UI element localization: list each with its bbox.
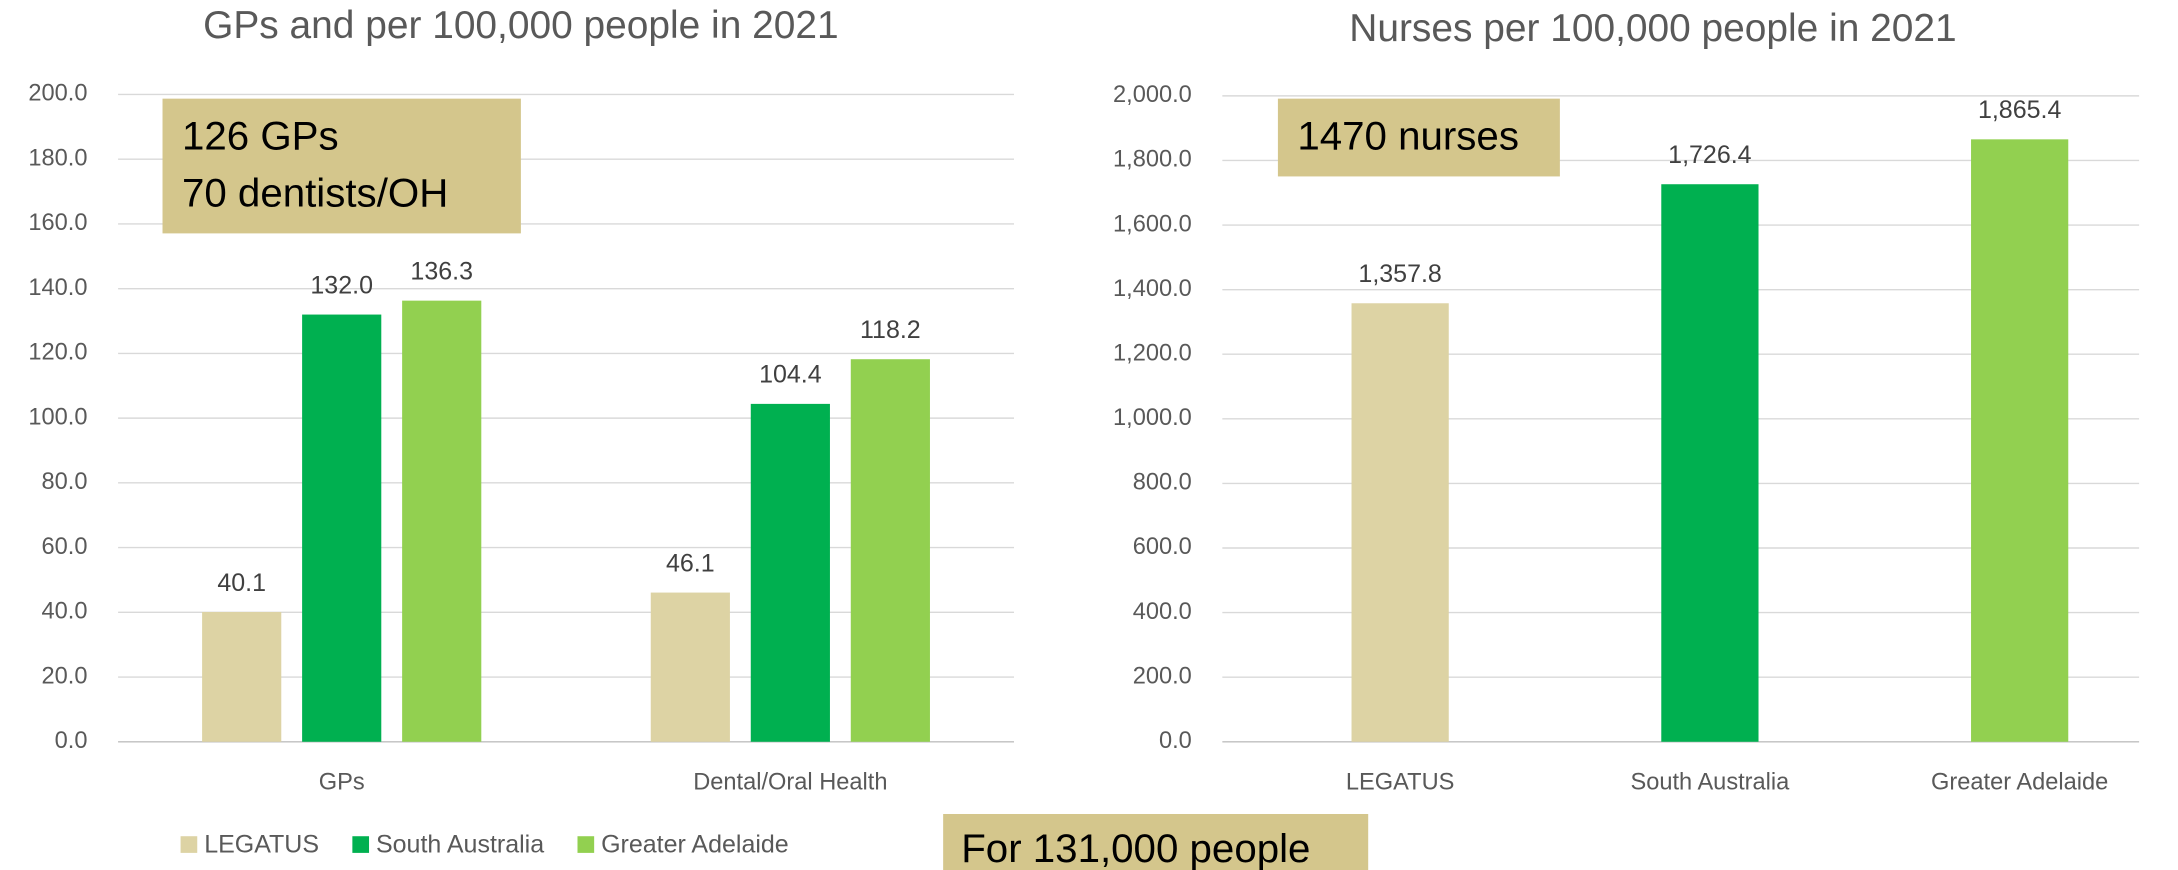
annotation: 126 GPs [182, 114, 339, 159]
y-tick-label: 200.0 [1133, 663, 1192, 689]
value-label: 104.4 [759, 361, 822, 389]
bar [1351, 303, 1449, 742]
y-tick-label: 180.0 [28, 145, 87, 171]
legend-label: LEGATUS [204, 831, 319, 859]
y-tick-label: 1,000.0 [1113, 405, 1192, 431]
value-label: 1,726.4 [1668, 141, 1752, 169]
x-tick-label: Dental/Oral Health [693, 770, 887, 796]
legend-swatch [577, 836, 595, 853]
bar [850, 359, 930, 742]
value-label: 118.2 [860, 316, 921, 344]
footnote: For 131,000 people [961, 826, 1310, 870]
y-tick-label: 800.0 [1133, 470, 1192, 496]
y-tick-label: 60.0 [42, 534, 88, 560]
bar [1971, 139, 2069, 742]
x-tick-label: LEGATUS [1346, 770, 1454, 796]
legend-swatch [352, 836, 370, 853]
y-tick-label: 20.0 [42, 663, 88, 689]
value-label: 40.1 [217, 569, 266, 597]
legend-label: Greater Adelaide [601, 831, 789, 859]
y-tick-label: 160.0 [28, 210, 87, 236]
bar [1661, 184, 1759, 742]
x-tick-label: Greater Adelaide [1931, 770, 2108, 796]
bar [650, 592, 730, 742]
value-label: 132.0 [310, 271, 373, 299]
value-label: 1,865.4 [1978, 96, 2062, 124]
bar [402, 300, 482, 742]
y-tick-label: 1,400.0 [1113, 276, 1192, 302]
annotation-box [1277, 98, 1560, 177]
y-tick-label: 1,800.0 [1113, 147, 1192, 173]
value-label: 1,357.8 [1358, 260, 1441, 288]
annotation: 1470 nurses [1297, 114, 1519, 159]
bar [750, 403, 830, 742]
chart-title: GPs and per 100,000 people in 2021 [203, 4, 838, 47]
y-tick-label: 200.0 [28, 81, 87, 107]
bar [302, 314, 382, 742]
y-tick-label: 120.0 [28, 340, 87, 366]
y-tick-label: 0.0 [1159, 728, 1192, 754]
bar [202, 611, 282, 742]
legend-swatch [180, 836, 198, 853]
y-tick-label: 1,200.0 [1113, 340, 1192, 366]
y-tick-label: 140.0 [28, 275, 87, 301]
y-tick-label: 0.0 [55, 728, 88, 754]
x-tick-label: South Australia [1630, 770, 1790, 796]
chart-title: Nurses per 100,000 people in 2021 [1349, 7, 1956, 50]
y-tick-label: 400.0 [1133, 599, 1192, 625]
y-tick-label: 2,000.0 [1113, 82, 1192, 108]
y-tick-label: 100.0 [28, 404, 87, 430]
y-tick-label: 40.0 [42, 599, 88, 625]
legend-label: South Australia [376, 831, 544, 859]
value-label: 46.1 [666, 549, 715, 577]
annotation: 70 dentists/OH [182, 171, 448, 216]
annotation-box [162, 98, 521, 234]
y-tick-label: 1,600.0 [1113, 211, 1192, 237]
y-tick-label: 600.0 [1133, 534, 1192, 560]
value-label: 136.3 [410, 257, 473, 285]
footnote-box [943, 813, 1369, 870]
x-tick-label: GPs [319, 770, 365, 796]
y-tick-label: 80.0 [42, 469, 88, 495]
